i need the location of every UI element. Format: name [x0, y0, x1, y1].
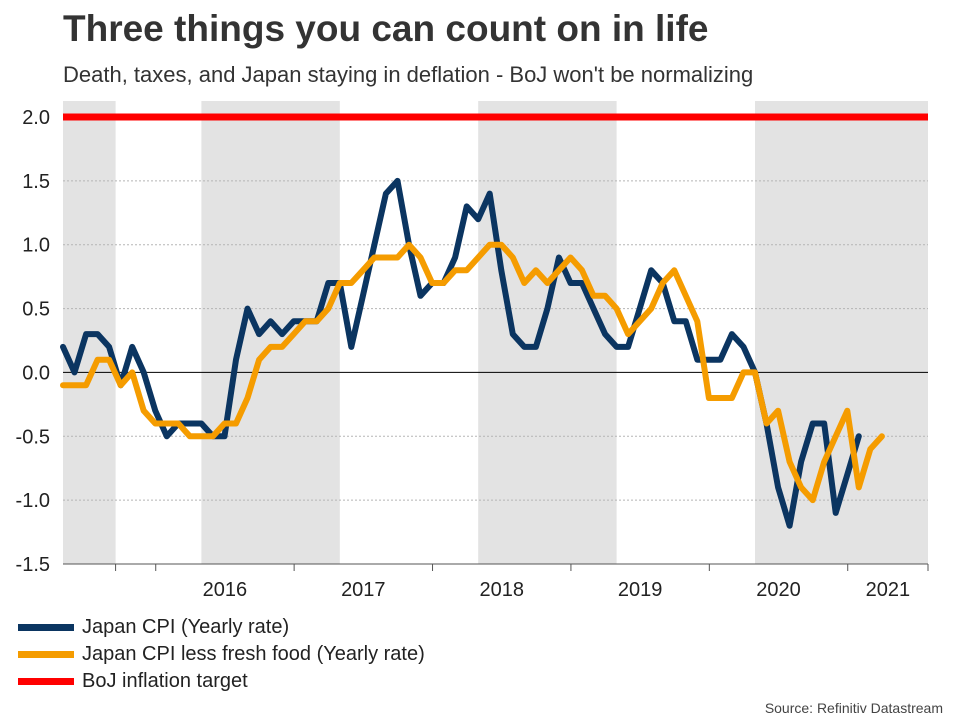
x-tick-label: 2021 — [866, 579, 911, 601]
x-tick-label: 2016 — [203, 579, 248, 601]
y-tick-label: -1.0 — [16, 490, 50, 512]
legend-swatch-target — [18, 678, 74, 685]
x-axis: 2016 2017 2018 2019 2020 2021 — [63, 563, 929, 601]
legend-item-target: BoJ inflation target — [18, 668, 425, 695]
series-line-japan-cpi — [60, 177, 862, 529]
x-tick-label: 2020 — [756, 579, 801, 601]
y-tick-label: 2.0 — [22, 107, 50, 129]
y-tick-label: 1.5 — [22, 171, 50, 193]
legend-label-target: BoJ inflation target — [82, 670, 248, 692]
series-lines — [60, 113, 928, 529]
y-tick-label: -0.5 — [16, 426, 50, 448]
legend-item-core: Japan CPI less fresh food (Yearly rate) — [18, 641, 425, 668]
x-tick-label: 2017 — [341, 579, 386, 601]
source-note: Source: Refinitiv Datastream — [764, 700, 943, 716]
legend-swatch-cpi — [18, 624, 74, 631]
chart-title: Three things you can count on in life — [63, 8, 709, 49]
chart-subtitle: Death, taxes, and Japan staying in defla… — [63, 62, 754, 87]
legend-label-core: Japan CPI less fresh food (Yearly rate) — [82, 643, 425, 665]
shaded-year-bands — [63, 101, 928, 564]
legend-label-cpi: Japan CPI (Yearly rate) — [82, 616, 290, 638]
y-tick-label: -1.5 — [16, 554, 50, 576]
y-tick-label: 0.0 — [22, 362, 50, 384]
series-line-japan-core-cpi — [60, 241, 885, 504]
legend-swatch-core — [18, 651, 74, 658]
shaded-band-2 — [478, 101, 617, 564]
x-tick-label: 2018 — [479, 579, 524, 601]
x-tick-label: 2019 — [618, 579, 663, 601]
shaded-band-1 — [201, 101, 340, 564]
y-tick-label: 0.5 — [22, 299, 50, 321]
legend: Japan CPI (Yearly rate) Japan CPI less f… — [18, 614, 425, 695]
y-tick-label: 1.0 — [22, 235, 50, 257]
legend-item-cpi: Japan CPI (Yearly rate) — [18, 614, 425, 641]
y-axis: 2.0 1.5 1.0 0.5 0.0 -0.5 -1.0 -1.5 — [16, 107, 50, 576]
